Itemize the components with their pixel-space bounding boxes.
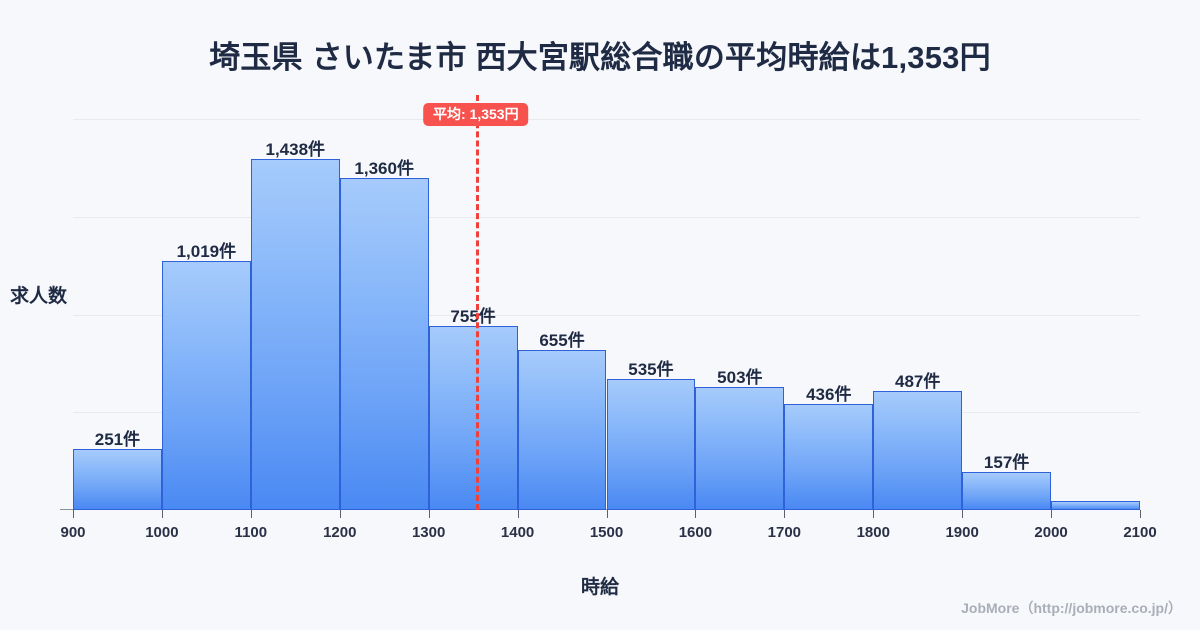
y-axis-title: 求人数 bbox=[10, 286, 68, 307]
bar-value-label: 503件 bbox=[717, 368, 763, 388]
x-axis-tick bbox=[161, 510, 163, 518]
bar-value-label: 487件 bbox=[895, 372, 941, 392]
bar-value-label: 157件 bbox=[983, 452, 1030, 472]
bar-value-label: 1,438件 bbox=[265, 139, 326, 159]
x-axis-tick-label: 2100 bbox=[1123, 524, 1157, 541]
bar-value-label: 535件 bbox=[628, 360, 674, 380]
bar[interactable] bbox=[517, 350, 607, 510]
x-axis-title: 時給 bbox=[580, 577, 619, 598]
x-axis-tick-label: 2000 bbox=[1034, 524, 1068, 541]
bar[interactable] bbox=[428, 325, 518, 510]
x-axis-tick bbox=[250, 510, 252, 518]
chart-title: 埼玉県 さいたま市 西大宮駅総合職の平均時給は1,353円 bbox=[209, 40, 991, 75]
x-axis-tick-label: 1900 bbox=[945, 524, 979, 541]
bar[interactable] bbox=[1051, 501, 1140, 510]
x-axis-tick-label: 1000 bbox=[145, 524, 179, 541]
x-axis-tick-label: 1300 bbox=[411, 524, 446, 541]
x-axis-tick bbox=[695, 510, 697, 518]
footer-credit: JobMore（http://jobmore.co.jp/） bbox=[961, 600, 1182, 616]
bar-value-label: 436件 bbox=[806, 384, 852, 404]
x-axis-tick-label: 1400 bbox=[500, 524, 535, 541]
average-badge: 平均: 1,353円 bbox=[422, 103, 529, 126]
x-axis-tick-label: 900 bbox=[60, 524, 86, 541]
bar[interactable] bbox=[339, 178, 429, 510]
x-axis-tick-label: 1600 bbox=[678, 524, 713, 541]
bar[interactable] bbox=[873, 391, 963, 510]
x-axis-tick bbox=[73, 510, 74, 518]
gridline bbox=[73, 217, 1140, 218]
x-axis-tick-label: 1500 bbox=[589, 524, 624, 541]
bar-value-label: 1,360件 bbox=[354, 159, 414, 178]
x-axis-tick bbox=[873, 510, 875, 518]
bar-value-label: 655件 bbox=[539, 331, 585, 351]
x-axis-tick bbox=[962, 510, 964, 518]
x-axis-tick bbox=[606, 510, 608, 518]
bar[interactable] bbox=[962, 471, 1052, 510]
x-axis-tick bbox=[339, 510, 341, 518]
gridline bbox=[73, 315, 1140, 316]
average-line bbox=[475, 95, 479, 510]
x-axis-tick bbox=[784, 510, 786, 518]
bar-value-label: 251件 bbox=[94, 429, 141, 449]
x-axis-tick-label: 1700 bbox=[767, 524, 802, 541]
bar[interactable] bbox=[695, 387, 785, 510]
bar[interactable] bbox=[606, 379, 696, 510]
x-axis-tick-label: 1800 bbox=[856, 524, 890, 541]
bar[interactable] bbox=[73, 448, 162, 510]
x-axis-tick bbox=[1140, 510, 1141, 518]
bar[interactable] bbox=[161, 261, 251, 510]
bar[interactable] bbox=[784, 403, 874, 510]
x-axis-tick bbox=[517, 510, 519, 518]
gridline bbox=[73, 119, 1140, 120]
x-axis-tick-label: 1200 bbox=[323, 524, 357, 541]
x-axis-tick bbox=[428, 510, 430, 518]
x-axis-tick bbox=[1051, 510, 1053, 518]
x-axis-tick-label: 1100 bbox=[234, 524, 268, 541]
bar[interactable] bbox=[250, 158, 340, 510]
plot-area: 251件 1,019件 1,438件 1,360件 755件 655件 535件 503件 43… bbox=[60, 95, 1140, 510]
bar-value-label: 1,019件 bbox=[176, 242, 237, 262]
